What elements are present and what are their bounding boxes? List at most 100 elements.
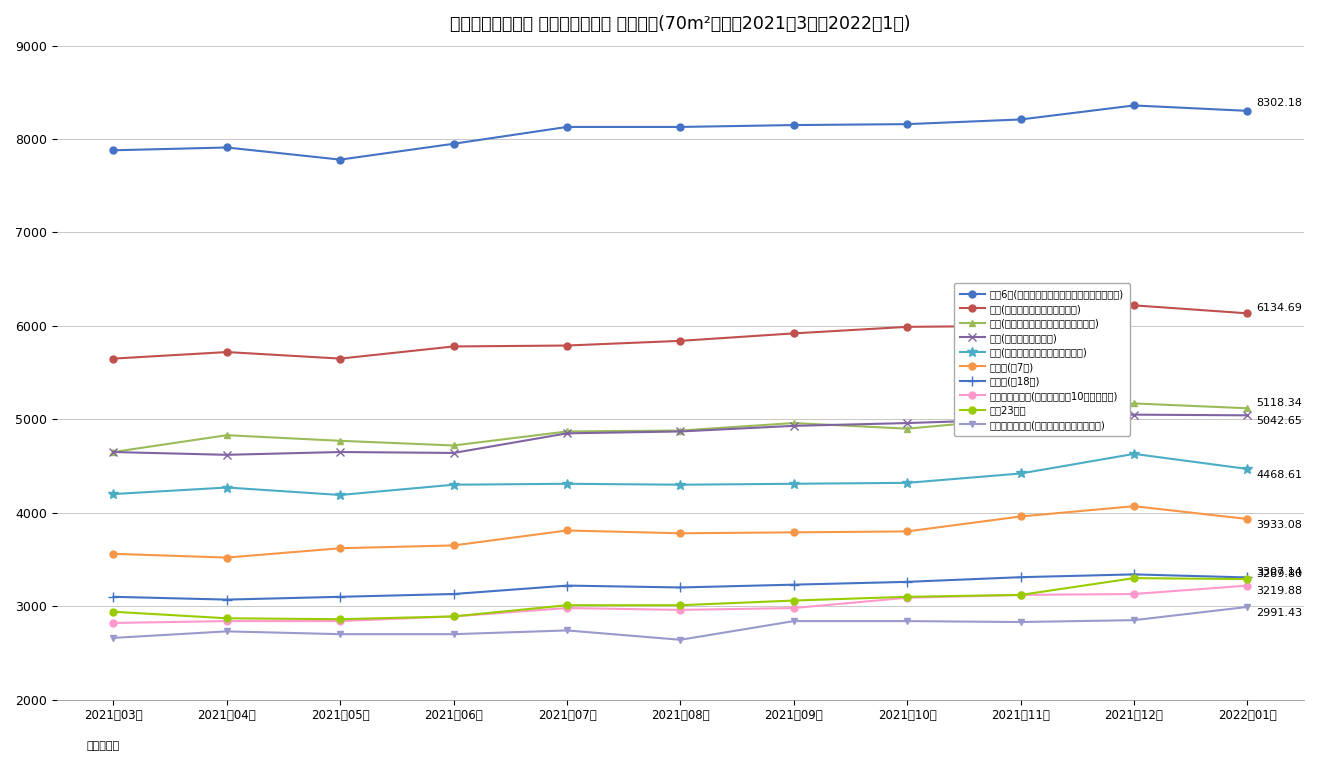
城南(品川・目黒・大田・世田谷) [446, 342, 461, 351]
東京23区外 [1126, 574, 1142, 583]
城北(豊島・北・荷川・板橋・足立) [1013, 469, 1029, 478]
横浜市(兡18区) [560, 581, 575, 590]
千葉主要エリア(市川市・船橋市・浦安市) [106, 634, 122, 643]
城東(台東・堡田・江東・葛飾・江戸川) [219, 431, 235, 440]
城東(台東・堡田・江東・葛飾・江戸川) [106, 448, 122, 457]
川崎市(刖7区) [219, 553, 235, 562]
城東(台東・堡田・江東・葛飾・江戸川) [560, 427, 575, 436]
城南(品川・目黒・大田・世田谷) [1126, 301, 1142, 310]
Line: 千葉主要エリア(市川市・船橋市・浦安市): 千葉主要エリア(市川市・船橋市・浦安市) [110, 604, 1250, 644]
城西(中野・杯並・練馬) [1013, 415, 1029, 424]
Title: 首都圈主要エリア 中古マンション 相場推移(70m²換算／2021年3月～2022年1月): 首都圈主要エリア 中古マンション 相場推移(70m²換算／2021年3月～202… [450, 15, 911, 33]
都心6区(千代田・中央・港・新宿・文京・渋谷) [219, 143, 235, 152]
川崎市(刖7区) [106, 549, 122, 558]
城西(中野・杯並・練馬) [219, 450, 235, 459]
城北(豊島・北・荷川・板橋・足立) [333, 491, 349, 500]
川崎市(刖7区) [446, 541, 461, 550]
横浜市(兡18区) [106, 592, 122, 601]
東京23区外 [1240, 574, 1256, 584]
東京23区外 [333, 614, 349, 624]
城西(中野・杯並・練馬) [1240, 411, 1256, 420]
Text: 3307.14: 3307.14 [1257, 568, 1302, 578]
川崎市(刖7区) [1240, 515, 1256, 524]
都心6区(千代田・中央・港・新宿・文京・渋谷) [672, 122, 688, 131]
Text: 単位：万円: 単位：万円 [86, 741, 119, 751]
埼玉主要エリア(さいたま市兡10区・川口市) [219, 617, 235, 626]
埼玉主要エリア(さいたま市兡10区・川口市) [899, 593, 915, 602]
城南(品川・目黒・大田・世田谷) [1013, 321, 1029, 330]
都心6区(千代田・中央・港・新宿・文京・渋谷) [899, 120, 915, 129]
都心6区(千代田・中央・港・新宿・文京・渋谷) [560, 122, 575, 131]
Text: 5118.34: 5118.34 [1257, 398, 1302, 408]
城西(中野・杯並・練馬) [106, 448, 122, 457]
城西(中野・杯並・練馬) [333, 448, 349, 457]
千葉主要エリア(市川市・船橋市・浦安市) [1013, 617, 1029, 627]
埼玉主要エリア(さいたま市兡10区・川口市) [786, 604, 802, 613]
城西(中野・杯並・練馬) [672, 427, 688, 436]
千葉主要エリア(市川市・船橋市・浦安市) [786, 617, 802, 626]
Line: 城東(台東・堡田・江東・葛飾・江戸川): 城東(台東・堡田・江東・葛飾・江戸川) [110, 400, 1250, 455]
東京23区外 [446, 612, 461, 621]
千葉主要エリア(市川市・船橋市・浦安市) [560, 626, 575, 635]
川崎市(刖7区) [786, 528, 802, 537]
都心6区(千代田・中央・港・新宿・文京・渋谷) [786, 121, 802, 130]
Line: 城北(豊島・北・荷川・板橋・足立): 城北(豊島・北・荷川・板橋・足立) [109, 449, 1252, 500]
横浜市(兡18区) [333, 592, 349, 601]
Line: 川崎市(刖7区): 川崎市(刖7区) [110, 503, 1250, 561]
埼玉主要エリア(さいたま市兡10区・川口市) [560, 604, 575, 613]
千葉主要エリア(市川市・船橋市・浦安市) [446, 630, 461, 639]
城南(品川・目黒・大田・世田谷) [899, 323, 915, 332]
Text: 2991.43: 2991.43 [1257, 608, 1302, 618]
川崎市(刖7区) [560, 526, 575, 535]
Line: 都心6区(千代田・中央・港・新宿・文京・渋谷): 都心6区(千代田・中央・港・新宿・文京・渋谷) [110, 102, 1250, 163]
城南(品川・目黒・大田・世田谷) [786, 329, 802, 338]
都心6区(千代田・中央・港・新宿・文京・渋谷) [1240, 106, 1256, 115]
埼玉主要エリア(さいたま市兡10区・川口市) [1013, 591, 1029, 600]
都心6区(千代田・中央・港・新宿・文京・渋谷) [446, 139, 461, 148]
埼玉主要エリア(さいたま市兡10区・川口市) [333, 617, 349, 626]
都心6区(千代田・中央・港・新宿・文京・渋谷) [333, 155, 349, 164]
城南(品川・目黒・大田・世田谷) [1240, 309, 1256, 318]
城東(台東・堡田・江東・葛飾・江戸川) [672, 426, 688, 435]
横浜市(兡18区) [672, 583, 688, 592]
城南(品川・目黒・大田・世田谷) [106, 354, 122, 363]
城東(台東・堡田・江東・葛飾・江戸川) [1240, 404, 1256, 413]
Line: 横浜市(兡18区): 横浜市(兡18区) [109, 570, 1252, 604]
Text: 8302.18: 8302.18 [1257, 98, 1302, 108]
横浜市(兡18区) [446, 589, 461, 598]
埼玉主要エリア(さいたま市兡10区・川口市) [1240, 581, 1256, 591]
都心6区(千代田・中央・港・新宿・文京・渋谷) [1013, 115, 1029, 124]
都心6区(千代田・中央・港・新宿・文京・渋谷) [106, 146, 122, 155]
横浜市(兡18区) [219, 595, 235, 604]
城北(豊島・北・荷川・板橋・足立) [1240, 465, 1256, 474]
Line: 埼玉主要エリア(さいたま市兡10区・川口市): 埼玉主要エリア(さいたま市兡10区・川口市) [110, 582, 1250, 627]
城南(品川・目黒・大田・世田谷) [219, 347, 235, 356]
城東(台東・堡田・江東・葛飾・江戸川) [333, 436, 349, 445]
Text: 6134.69: 6134.69 [1257, 303, 1302, 313]
横浜市(兡18区) [1013, 573, 1029, 582]
城東(台東・堡田・江東・葛飾・江戸川) [786, 419, 802, 428]
川崎市(刖7区) [1013, 511, 1029, 521]
東京23区外 [219, 614, 235, 623]
城西(中野・杯並・練馬) [446, 449, 461, 458]
Line: 城南(品川・目黒・大田・世田谷): 城南(品川・目黒・大田・世田谷) [110, 302, 1250, 362]
東京23区外 [560, 601, 575, 610]
埼玉主要エリア(さいたま市兡10区・川口市) [672, 605, 688, 614]
Text: 3219.88: 3219.88 [1257, 586, 1302, 596]
城北(豊島・北・荷川・板橋・足立) [106, 489, 122, 498]
横浜市(兡18区) [1126, 570, 1142, 579]
城東(台東・堡田・江東・葛飾・江戸川) [446, 441, 461, 450]
Text: 5042.65: 5042.65 [1257, 416, 1302, 426]
横浜市(兡18区) [899, 578, 915, 587]
城東(台東・堡田・江東・葛飾・江戸川) [1126, 399, 1142, 408]
川崎市(刖7区) [1126, 502, 1142, 511]
埼玉主要エリア(さいたま市兡10区・川口市) [1126, 589, 1142, 598]
川崎市(刖7区) [333, 544, 349, 553]
城南(品川・目黒・大田・世田谷) [333, 354, 349, 363]
城西(中野・杯並・練馬) [899, 419, 915, 428]
城北(豊島・北・荷川・板橋・足立) [786, 479, 802, 488]
Line: 東京23区外: 東京23区外 [110, 574, 1250, 623]
Text: 3289.80: 3289.80 [1257, 569, 1302, 579]
Legend: 都心6区(千代田・中央・港・新宿・文京・渋谷), 城南(品川・目黒・大田・世田谷), 城東(台東・堡田・江東・葛飾・江戸川), 城西(中野・杯並・練馬), 城北: 都心6区(千代田・中央・港・新宿・文京・渋谷), 城南(品川・目黒・大田・世田谷… [953, 283, 1130, 435]
城西(中野・杯並・練馬) [1126, 410, 1142, 419]
